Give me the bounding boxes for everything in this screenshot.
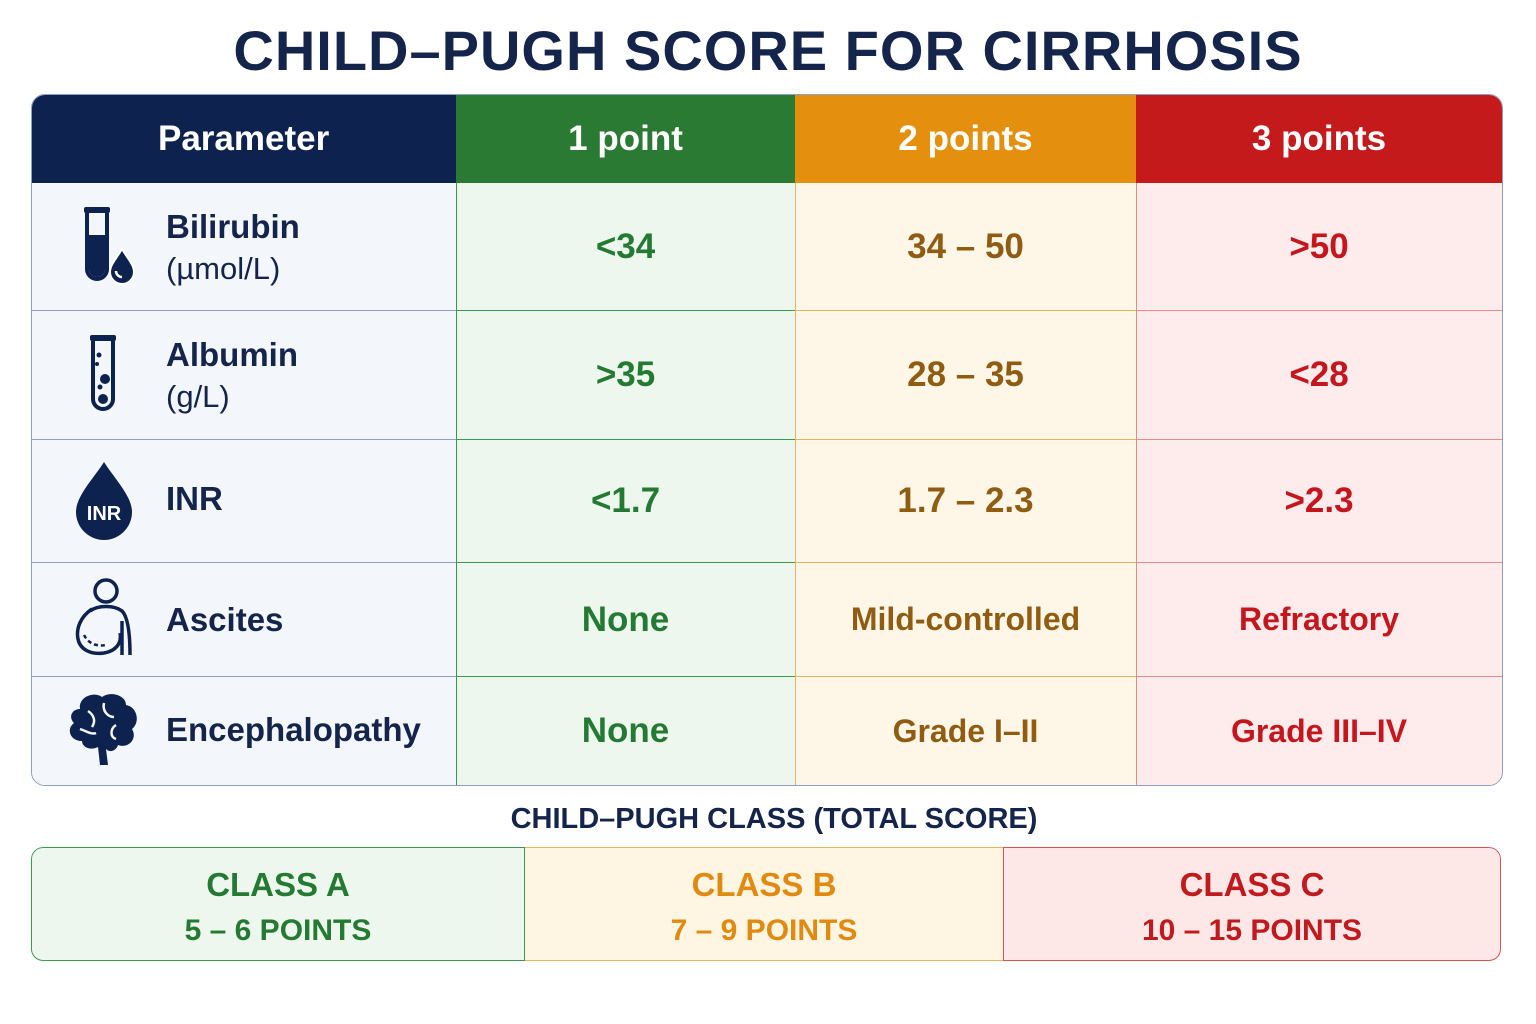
parameter-label: INR (166, 480, 223, 517)
test-tube-drop-icon (84, 207, 136, 285)
row-divider (456, 439, 795, 440)
two-points-value: 34 – 50 (907, 226, 1024, 266)
one-point-value: None (581, 711, 670, 750)
table-row-inr: INR INR <1.7 1.7 – 2.3 >2.3 (32, 440, 1502, 562)
row-divider (795, 439, 1136, 440)
parameter-cell: INR INR (32, 440, 456, 562)
row-divider (32, 676, 456, 677)
parameter-label: Bilirubin (166, 208, 300, 245)
three-points-value: >2.3 (1284, 481, 1354, 520)
table-row-albumin: Albumin (g/L) >35 28 – 35 <28 (32, 311, 1502, 439)
parameter-label: Encephalopathy (166, 711, 421, 748)
test-tube-icon (90, 335, 116, 411)
brain-icon (69, 694, 137, 765)
child-pugh-table: Parameter 1 point 2 points 3 points Bili… (31, 94, 1503, 786)
row-divider (456, 310, 795, 311)
row-divider (1136, 439, 1502, 440)
parameter-cell: Encephalopathy (32, 677, 456, 785)
parameter-unit: (µmol/L) (166, 251, 281, 286)
three-points-value: <28 (1289, 355, 1349, 394)
row-divider (795, 310, 1136, 311)
class-points: 7 – 9 POINTS (670, 914, 858, 947)
one-point-value: >35 (595, 355, 656, 394)
one-point-value: None (581, 599, 670, 639)
header-parameter: Parameter (32, 95, 456, 183)
row-divider (32, 562, 456, 563)
one-point-value: <34 (595, 226, 656, 266)
one-point-column (456, 95, 796, 785)
row-divider (32, 310, 456, 311)
class-points: 5 – 6 POINTS (184, 914, 372, 947)
one-point-value: <1.7 (590, 481, 661, 520)
class-name: CLASS C (1179, 866, 1325, 903)
table-row-bilirubin: Bilirubin (µmol/L) <34 34 – 50 >50 (32, 183, 1502, 310)
class-c-box: CLASS C 10 – 15 POINTS (1003, 847, 1501, 961)
two-points-value: Grade I–II (892, 712, 1039, 749)
two-points-value: 1.7 – 2.3 (897, 481, 1034, 520)
three-points-value: Grade III–IV (1230, 712, 1408, 749)
row-divider (1136, 562, 1502, 563)
header-2-points: 2 points (795, 95, 1136, 183)
parameter-label: Albumin (166, 336, 298, 373)
table-row-encephalopathy: Encephalopathy None Grade I–II Grade III… (32, 677, 1502, 785)
parameter-label: Ascites (166, 601, 284, 638)
three-points-column (1136, 95, 1502, 785)
header-3-points: 3 points (1136, 95, 1502, 183)
three-points-value: Refractory (1238, 601, 1400, 637)
class-section-title: CHILD–PUGH CLASS (TOTAL SCORE) (510, 803, 1038, 835)
row-divider (456, 562, 795, 563)
blood-drop-icon: INR (76, 462, 132, 540)
parameter-unit: (g/L) (166, 379, 230, 414)
child-pugh-classes: CLASS A 5 – 6 POINTS CLASS B 7 – 9 POINT… (31, 847, 1501, 963)
inr-icon-text: INR (87, 503, 122, 525)
row-divider (795, 676, 1136, 677)
row-divider (456, 676, 795, 677)
header-1-point: 1 point (456, 95, 795, 183)
row-divider (1136, 310, 1502, 311)
page-title: CHILD–PUGH SCORE FOR CIRRHOSIS (233, 19, 1303, 82)
parameter-cell: Albumin (g/L) (32, 311, 456, 439)
row-divider (795, 562, 1136, 563)
two-points-value: 28 – 35 (907, 355, 1024, 394)
three-points-value: >50 (1289, 226, 1349, 266)
parameter-cell: Ascites (32, 563, 456, 676)
two-points-column (795, 95, 1137, 785)
class-a-box: CLASS A 5 – 6 POINTS (31, 847, 525, 961)
class-name: CLASS A (206, 866, 350, 903)
class-name: CLASS B (691, 866, 837, 903)
abdomen-icon (75, 578, 132, 656)
class-b-box: CLASS B 7 – 9 POINTS (525, 847, 1003, 961)
row-divider (32, 439, 456, 440)
row-divider (1136, 676, 1502, 677)
two-points-value: Mild-controlled (850, 601, 1081, 637)
class-points: 10 – 15 POINTS (1141, 914, 1363, 947)
parameter-cell: Bilirubin (µmol/L) (32, 183, 456, 310)
table-row-ascites: Ascites None Mild-controlled Refractory (32, 563, 1502, 676)
